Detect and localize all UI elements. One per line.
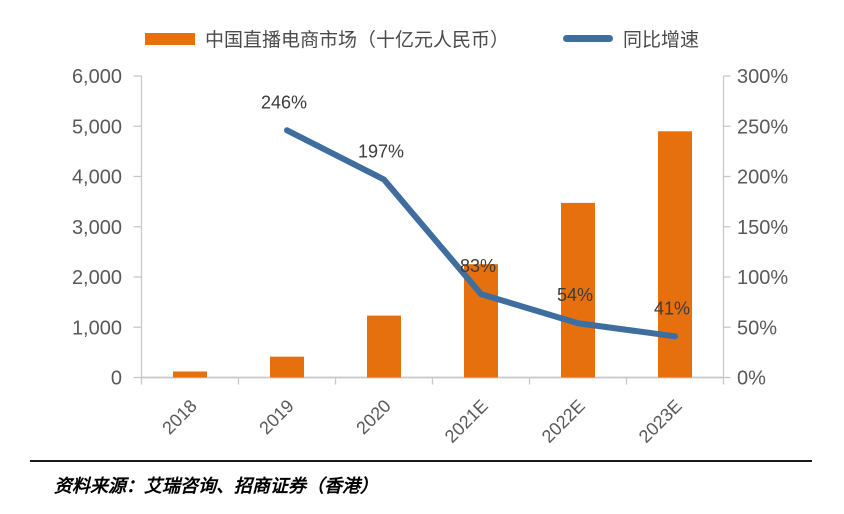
bar	[561, 202, 595, 378]
y-axis-right-label: 0%	[737, 368, 766, 390]
bar	[270, 356, 304, 378]
x-axis-label: 2018	[158, 396, 200, 438]
y-axis-right-label: 100%	[737, 267, 788, 289]
axis-ticks	[133, 75, 731, 385]
y-axis-left-label: 5,000	[72, 116, 122, 138]
x-axis-label: 2019	[255, 396, 297, 438]
y-axis-right-label: 150%	[737, 217, 788, 239]
x-axis-label: 2021E	[441, 396, 492, 447]
bar-series-label: 中国直播电商市场（十亿元人民币）	[204, 30, 509, 51]
bar-series-swatch	[144, 32, 195, 45]
growth-line	[284, 127, 678, 340]
line-series	[284, 127, 678, 340]
y-axis-left-label: 0	[111, 368, 122, 390]
bar-series	[173, 131, 692, 378]
y-axis-right-label: 50%	[737, 317, 777, 339]
y-axis-left-labels: 0 1,000 2,000 3,000 4,000 5,000 6,000	[72, 66, 122, 390]
line-point-labels: 246% 197% 83% 54% 41%	[261, 92, 690, 318]
y-axis-left-label: 6,000	[72, 66, 122, 88]
source-text: 资料来源：艾瑞咨询、招商证券（香港）	[54, 476, 378, 496]
y-axis-left-label: 3,000	[72, 217, 122, 239]
data-label: 54%	[557, 285, 593, 305]
x-axis-label: 2020	[352, 396, 394, 438]
data-label: 246%	[261, 92, 307, 112]
y-axis-left-label: 4,000	[72, 167, 122, 189]
line-series-label: 同比增速	[623, 30, 700, 51]
y-axis-right-label: 250%	[737, 116, 788, 138]
chart-legend: 中国直播电商市场（十亿元人民币） 同比增速	[0, 25, 844, 52]
data-label: 197%	[358, 142, 404, 162]
combo-chart: 0 1,000 2,000 3,000 4,000 5,000 6,000 0% 50% 100…	[72, 66, 788, 447]
y-axis-right-label: 300%	[737, 66, 788, 88]
bar	[658, 131, 692, 378]
data-label: 41%	[654, 298, 690, 318]
bar	[367, 315, 401, 378]
source-note: 资料来源：艾瑞咨询、招商证券（香港）	[30, 460, 812, 498]
legend-item-line: 同比增速	[563, 25, 699, 52]
x-axis-label: 2022E	[538, 396, 589, 447]
bar	[173, 371, 207, 378]
x-axis-label: 2023E	[635, 396, 686, 447]
x-axis-labels: 2018 2019 2020 2021E 2022E 2023E	[158, 396, 685, 447]
y-axis-left-label: 2,000	[72, 267, 122, 289]
legend-item-bar: 中国直播电商市场（十亿元人民币）	[144, 25, 509, 52]
y-axis-right-labels: 0% 50% 100% 150% 200% 250% 300%	[737, 66, 788, 390]
y-axis-right-label: 200%	[737, 167, 788, 189]
data-label: 83%	[460, 256, 496, 276]
y-axis-left-label: 1,000	[72, 317, 122, 339]
line-series-swatch	[563, 35, 613, 42]
